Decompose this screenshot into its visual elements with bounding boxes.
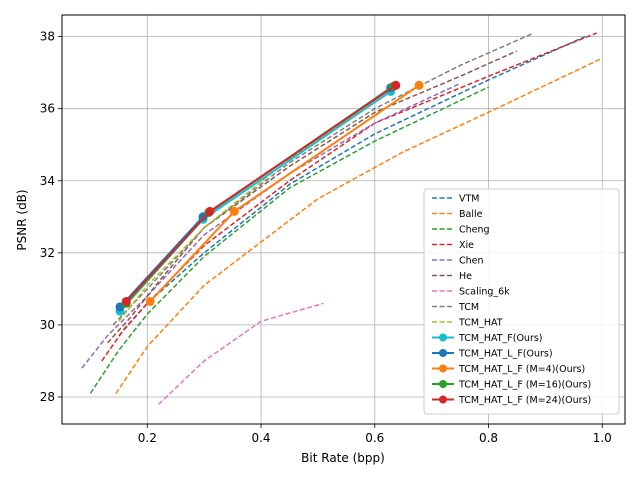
- legend-label-scaling-6k: Scaling_6k: [459, 287, 510, 298]
- series-line-balle: [115, 57, 603, 394]
- legend-label-tcm-hat-l-f-m-4-ours: TCM_HAT_L_F (M=4)(Ours): [458, 364, 585, 375]
- x-axis-label: Bit Rate (bpp): [301, 451, 385, 465]
- x-tick-label: 0.8: [479, 431, 498, 445]
- legend-label-tcm-hat: TCM_HAT: [458, 318, 503, 329]
- legend-marker-tcm-hat-l-f-m-16-ours: [439, 380, 447, 388]
- y-axis-label: PSNR (dB): [15, 189, 29, 250]
- legend-label-tcm-hat-f-ours: TCM_HAT_F(Ours): [458, 333, 543, 344]
- series-line-cheng: [89, 86, 489, 394]
- data-point-tcm-hat-l-f-m-24-ours: [121, 296, 131, 306]
- legend-label-he: He: [459, 271, 472, 282]
- series-line-chen: [81, 82, 461, 369]
- x-tick-label: 0.6: [365, 431, 384, 445]
- legend-marker-tcm-hat-l-f-ours: [439, 349, 447, 357]
- series-line-tcm-hat-l-f-m-4-ours: [149, 84, 420, 303]
- legend-label-balle: Balle: [459, 209, 483, 220]
- legend-label-vtm: VTM: [459, 194, 480, 205]
- data-point-tcm-hat-l-f-m-24-ours: [391, 80, 401, 90]
- legend-label-tcm-hat-l-f-ours: TCM_HAT_L_F(Ours): [458, 349, 553, 360]
- data-point-tcm-hat-l-f-m-24-ours: [205, 206, 215, 216]
- series-line-xie: [101, 32, 597, 362]
- x-tick-label: 0.2: [138, 431, 157, 445]
- legend-label-chen: Chen: [459, 256, 484, 267]
- legend: VTM Balle Cheng Xie Chen He Scaling_6k TCM TCM_H…: [423, 188, 620, 415]
- legend-marker-tcm-hat-f-ours: [439, 333, 447, 342]
- legend-label-cheng: Cheng: [459, 225, 490, 236]
- series-line-tcm-hat: [118, 93, 387, 322]
- y-tick-label: 30: [40, 318, 55, 332]
- legend-label-tcm: TCM: [458, 302, 479, 313]
- y-tick-label: 38: [40, 30, 55, 44]
- y-tick-label: 32: [40, 246, 55, 260]
- legend-box: [423, 188, 620, 415]
- series-line-tcm: [112, 32, 535, 326]
- x-tick-label: 1.0: [593, 431, 612, 445]
- legend-marker-tcm-hat-l-f-m-24-ours: [439, 395, 447, 404]
- y-tick-label: 34: [40, 174, 55, 188]
- legend-label-xie: Xie: [459, 240, 474, 251]
- data-point-tcm-hat-l-f-m-4-ours: [145, 296, 155, 306]
- legend-marker-tcm-hat-l-f-m-4-ours: [439, 364, 447, 373]
- axis-ticks: 0.2 0.4 0.6 0.8 1.0 28 30 32 34 36 38: [40, 30, 612, 445]
- legend-label-tcm-hat-l-f-m-16-ours: TCM_HAT_L_F (M=16)(Ours): [458, 380, 591, 391]
- y-tick-label: 36: [40, 102, 55, 116]
- x-tick-label: 0.4: [251, 431, 270, 445]
- y-tick-label: 28: [40, 390, 55, 404]
- series-line-vtm: [118, 35, 586, 337]
- legend-label-tcm-hat-l-f-m-24-ours: TCM_HAT_L_F (M=24)(Ours): [458, 395, 591, 406]
- plot-frame: [61, 14, 626, 425]
- data-point-tcm-hat-l-f-m-4-ours: [229, 206, 239, 216]
- series-layer: [81, 32, 603, 405]
- series-line-scaling-6k: [158, 302, 324, 405]
- data-point-tcm-hat-l-f-m-4-ours: [414, 80, 424, 90]
- series-line-he: [106, 50, 518, 344]
